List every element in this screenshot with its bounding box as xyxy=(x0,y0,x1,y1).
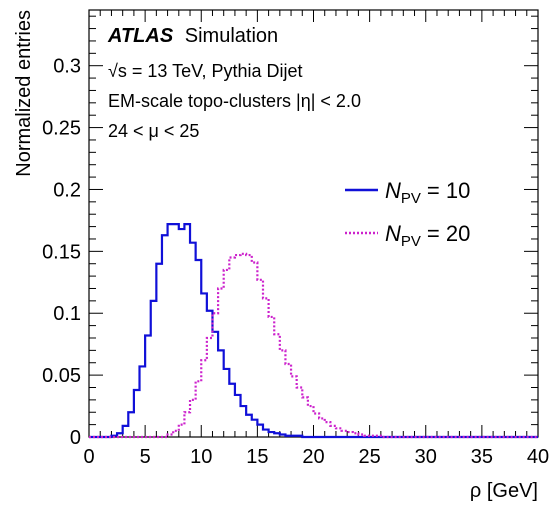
x-tick-label: 15 xyxy=(246,446,268,468)
legend-symbol-npv20: N xyxy=(385,221,401,246)
x-tick-label: 35 xyxy=(471,446,493,468)
y-tick-label: 0.1 xyxy=(53,303,81,325)
y-axis-label: Normalized entries xyxy=(13,10,35,177)
y-tick-label: 0.25 xyxy=(42,118,81,140)
y-axis: 0 0.05 0.1 0.15 0.2 0.25 0.3 xyxy=(42,15,538,449)
annotation-block: ATLAS Simulation √s = 13 TeV, Pythia Dij… xyxy=(107,25,361,141)
x-axis-label: ρ [GeV] xyxy=(470,480,538,502)
series-line-npv20 xyxy=(89,252,538,439)
legend-sub-npv20: PV xyxy=(401,233,421,250)
x-tick-label: 5 xyxy=(140,446,151,468)
y-tick-label: 0 xyxy=(70,427,81,449)
x-tick-label: 25 xyxy=(359,446,381,468)
x-axis: 0 5 10 15 20 25 30 35 40 xyxy=(83,10,549,468)
x-tick-label: 40 xyxy=(527,446,549,468)
legend-symbol-npv10: N xyxy=(385,178,401,203)
legend-sub-npv10: PV xyxy=(401,190,421,207)
series-line-npv10 xyxy=(89,223,538,439)
legend-value-npv20: = 20 xyxy=(427,221,470,246)
energy-label: √s = 13 TeV, Pythia Dijet xyxy=(108,61,303,81)
simulation-label: Simulation xyxy=(185,25,278,47)
y-tick-label: 0.05 xyxy=(42,365,81,387)
y-tick-label: 0.15 xyxy=(42,241,81,263)
x-tick-label: 10 xyxy=(190,446,212,468)
svg-text:NPV= 10: NPV = 10 xyxy=(385,178,470,207)
legend-entry-npv10: NPV = 10 xyxy=(345,178,470,207)
x-tick-label: 20 xyxy=(302,446,324,468)
clusters-label: EM-scale topo-clusters |η| < 2.0 xyxy=(108,91,361,111)
series-layer xyxy=(89,223,538,439)
atlas-label: ATLAS xyxy=(107,25,174,47)
y-tick-label: 0.3 xyxy=(53,56,81,78)
x-tick-label: 0 xyxy=(83,446,94,468)
legend: NPV = 10 NPV = 20 xyxy=(345,178,470,250)
svg-text:ATLAS Simulation: ATLAS Simulation xyxy=(107,25,278,47)
svg-text:NPV= 20: NPV = 20 xyxy=(385,221,470,250)
legend-value-npv10: = 10 xyxy=(427,178,470,203)
y-tick-label: 0.2 xyxy=(53,179,81,201)
pileup-label: 24 < μ < 25 xyxy=(108,121,199,141)
legend-entry-npv20: NPV = 20 xyxy=(345,221,470,250)
x-tick-label: 30 xyxy=(415,446,437,468)
